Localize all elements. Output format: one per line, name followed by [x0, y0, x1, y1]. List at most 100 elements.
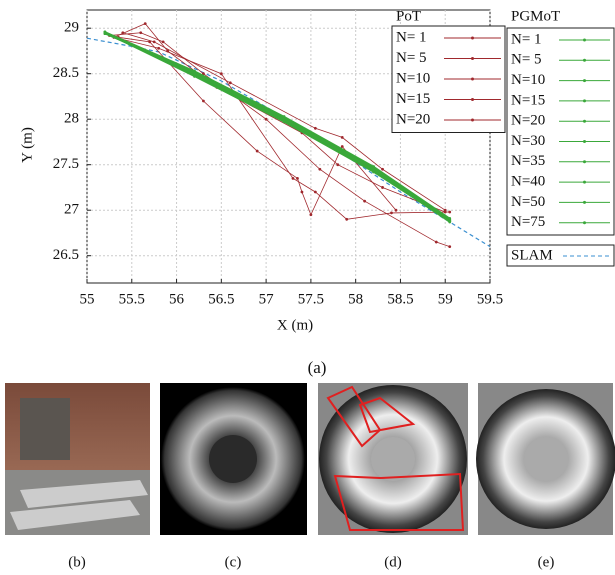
point [193, 71, 196, 75]
point [443, 208, 447, 212]
legend-label: N=30 [511, 133, 545, 149]
legend-label: N=50 [511, 194, 545, 210]
y-axis-label: Y (m) [19, 127, 35, 163]
legend-label: N=20 [396, 111, 430, 127]
legend-label: N=15 [511, 92, 545, 108]
point [264, 117, 268, 121]
point [143, 22, 147, 26]
x-tick-label: 56 [169, 291, 185, 307]
legend-label: N=40 [511, 174, 545, 190]
point [202, 99, 205, 103]
point [255, 149, 259, 153]
point [103, 31, 107, 35]
legend-marker [583, 160, 586, 164]
x-axis-label: X (m) [277, 317, 313, 333]
point [340, 145, 344, 148]
image-caption: (e) [538, 554, 555, 570]
point [372, 168, 375, 172]
point [291, 176, 295, 180]
legend-box [506, 244, 615, 267]
point [340, 136, 344, 139]
legend-marker [583, 79, 586, 83]
point [313, 126, 317, 130]
legend-label: N= 5 [511, 52, 542, 68]
point [296, 176, 299, 180]
y-tick-label: 29 [64, 20, 79, 36]
x-tick-label: 55 [80, 291, 95, 307]
legend-marker [583, 200, 586, 204]
legend-marker [471, 77, 474, 81]
photo-fisheye-regions [318, 383, 468, 535]
point [300, 190, 304, 194]
image-caption: (d) [384, 554, 402, 570]
photo-fisheye [476, 383, 615, 535]
point [345, 217, 349, 221]
legend-marker [583, 180, 586, 184]
legend-label: N= 5 [396, 50, 427, 66]
legend-marker [583, 140, 586, 143]
legend-label: N= 1 [511, 31, 542, 47]
y-tick-label: 27.5 [53, 156, 79, 172]
photo-fisheye-dark [160, 383, 307, 535]
point [363, 199, 367, 203]
legend-label: N= 1 [396, 29, 427, 45]
point [139, 31, 143, 35]
photo-street [5, 383, 150, 535]
point [434, 240, 438, 244]
x-tick-label: 57 [259, 291, 275, 307]
point [282, 117, 286, 121]
point [161, 40, 165, 44]
legend-marker [583, 119, 586, 123]
y-tick-label: 26.5 [53, 247, 79, 263]
legend-marker [583, 38, 586, 42]
x-tick-label: 58 [348, 291, 363, 307]
point [228, 81, 232, 85]
point [448, 245, 452, 249]
image-caption: (b) [68, 554, 86, 570]
legend-label: N=10 [511, 72, 545, 88]
point [390, 211, 393, 215]
legend-title: PGMoT [511, 8, 560, 24]
y-tick-label: 27 [64, 202, 80, 218]
legend-marker [471, 36, 474, 40]
x-tick-label: 56.5 [208, 291, 234, 307]
x-tick-label: 55.5 [119, 291, 145, 307]
x-tick-label: 57.5 [298, 291, 324, 307]
point [381, 167, 384, 171]
x-tick-label: 58.5 [387, 291, 413, 307]
y-tick-label: 28.5 [53, 65, 79, 81]
image-caption: (c) [225, 554, 242, 570]
legend-marker [583, 221, 586, 225]
point [381, 186, 384, 189]
point [157, 46, 161, 50]
point [121, 31, 125, 35]
legend-box [506, 27, 615, 236]
point [152, 40, 156, 44]
legend-marker [471, 98, 474, 101]
legend-marker [583, 99, 586, 103]
legend-marker [471, 57, 474, 60]
y-tick-label: 28 [64, 111, 79, 127]
legend-label: SLAM [511, 247, 553, 263]
legend-title: PoT [396, 8, 421, 24]
x-tick-label: 59 [438, 291, 453, 307]
legend-label: N=10 [396, 70, 430, 86]
point [309, 213, 313, 217]
legend-marker [471, 118, 474, 122]
point [448, 219, 452, 223]
x-tick-label: 59.5 [477, 291, 503, 307]
legend-label: N=15 [396, 91, 430, 107]
legend-label: N=20 [511, 113, 545, 129]
point [336, 163, 340, 167]
legend-marker [583, 58, 586, 62]
trajectory [113, 36, 450, 220]
legend-label: N=75 [511, 214, 545, 230]
point [394, 208, 398, 212]
legend-label: N=35 [511, 153, 545, 169]
point [219, 72, 223, 76]
point [318, 167, 322, 171]
point [448, 210, 452, 214]
caption: (a) [308, 358, 327, 377]
